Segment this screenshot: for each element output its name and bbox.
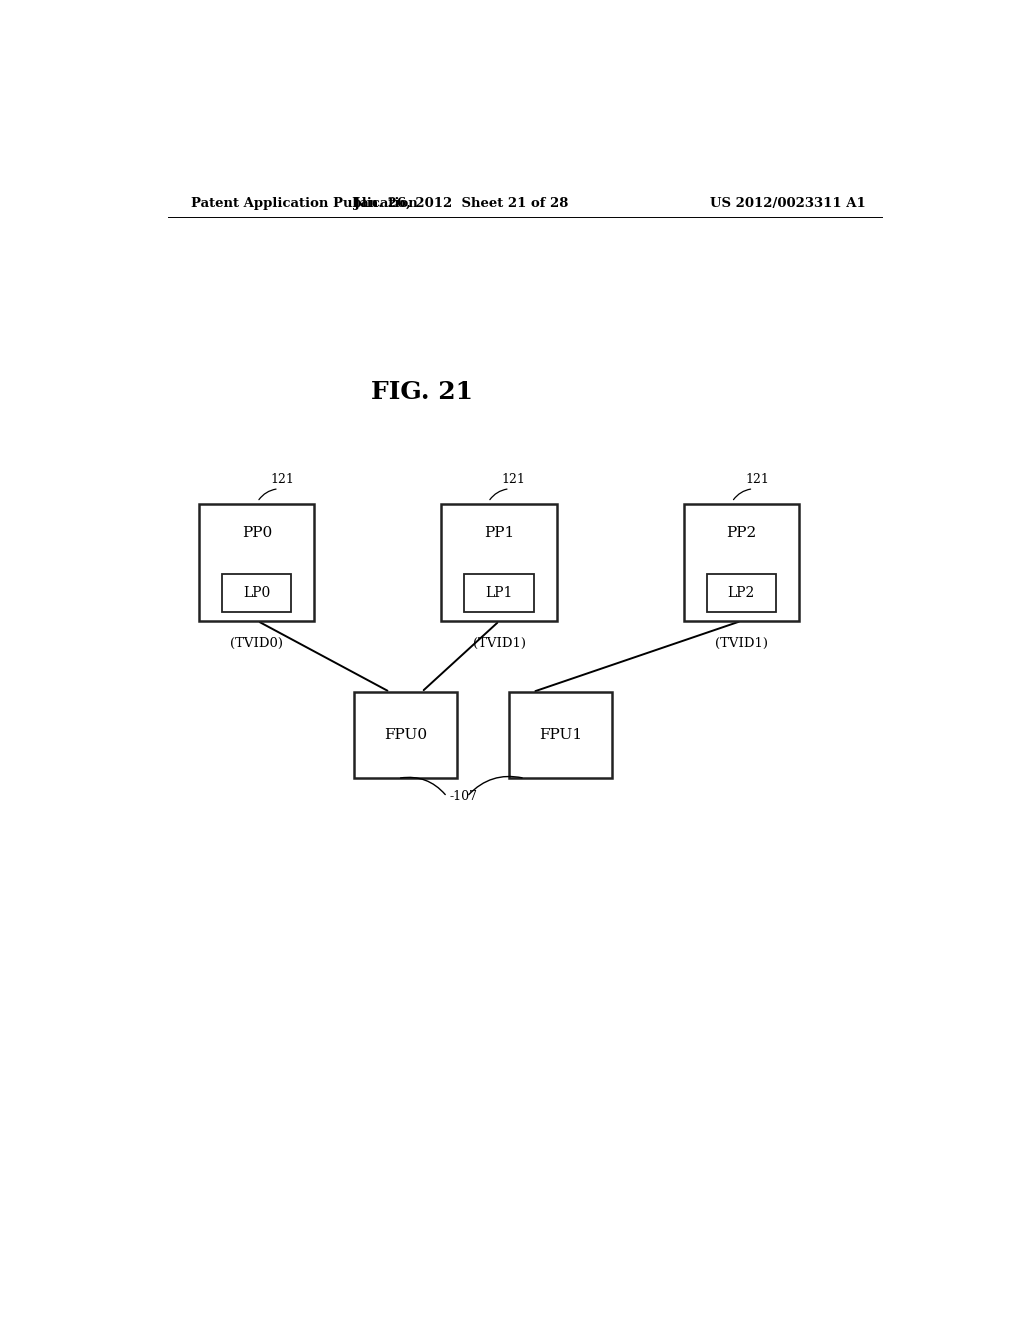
Text: (TVID1): (TVID1)	[472, 636, 525, 649]
Text: LP0: LP0	[244, 586, 270, 599]
Text: FPU1: FPU1	[539, 729, 582, 742]
FancyBboxPatch shape	[441, 504, 557, 620]
FancyBboxPatch shape	[707, 574, 775, 611]
Text: LP2: LP2	[727, 586, 755, 599]
Text: 121: 121	[502, 473, 525, 486]
FancyBboxPatch shape	[509, 692, 612, 779]
Text: (TVID0): (TVID0)	[230, 636, 284, 649]
Text: -107: -107	[450, 791, 477, 803]
Text: PP1: PP1	[484, 527, 514, 540]
Text: PP2: PP2	[726, 527, 756, 540]
FancyBboxPatch shape	[465, 574, 534, 611]
Text: Jan. 26, 2012  Sheet 21 of 28: Jan. 26, 2012 Sheet 21 of 28	[354, 197, 568, 210]
FancyBboxPatch shape	[222, 574, 292, 611]
Text: US 2012/0023311 A1: US 2012/0023311 A1	[711, 197, 866, 210]
Text: 121: 121	[270, 473, 295, 486]
Text: (TVID1): (TVID1)	[715, 636, 768, 649]
Text: FPU0: FPU0	[384, 729, 427, 742]
Text: 121: 121	[745, 473, 769, 486]
FancyBboxPatch shape	[200, 504, 314, 620]
Text: FIG. 21: FIG. 21	[371, 380, 473, 404]
Text: Patent Application Publication: Patent Application Publication	[191, 197, 418, 210]
FancyBboxPatch shape	[354, 692, 458, 779]
Text: LP1: LP1	[485, 586, 513, 599]
Text: PP0: PP0	[242, 527, 272, 540]
FancyBboxPatch shape	[684, 504, 799, 620]
